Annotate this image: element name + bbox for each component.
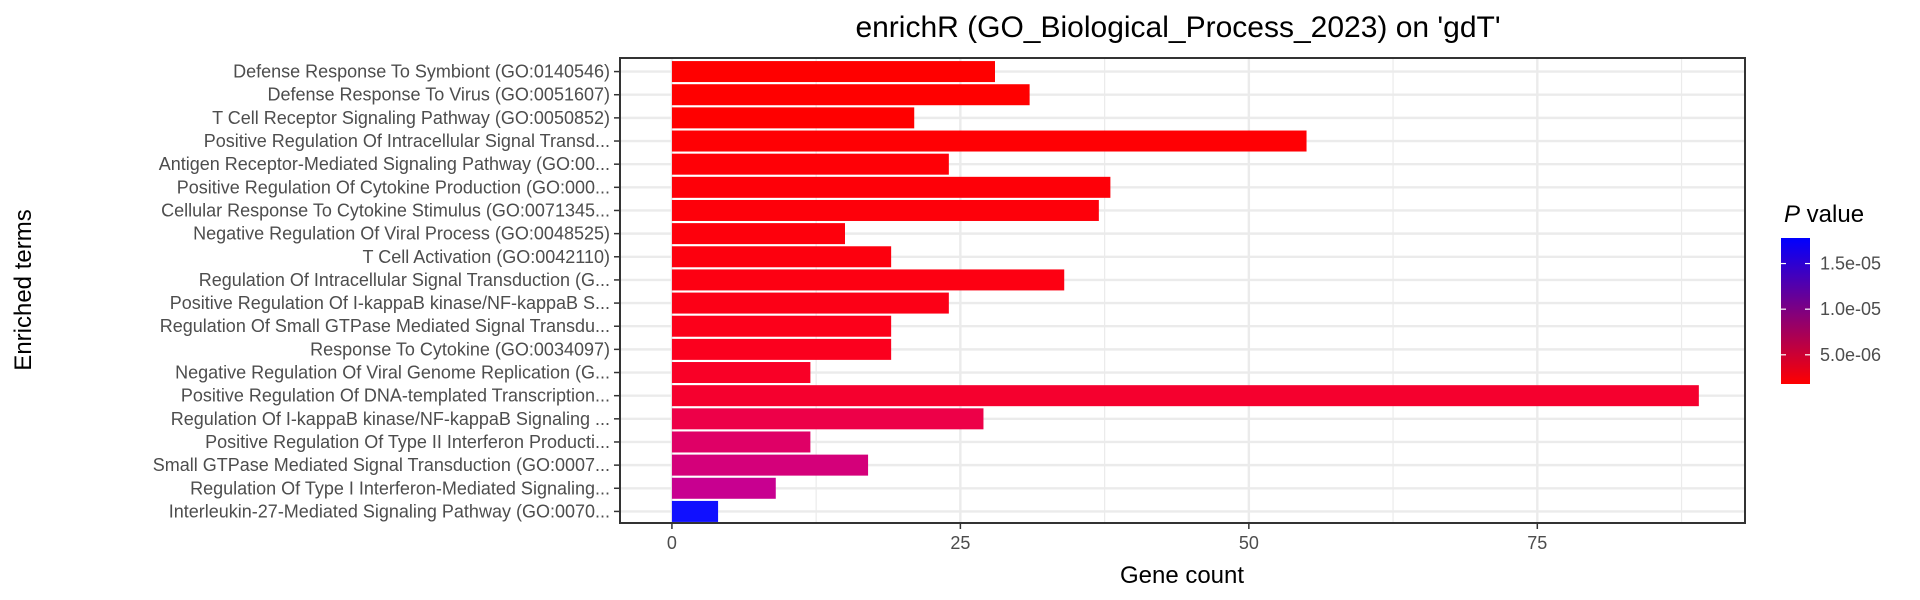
bar — [671, 454, 869, 476]
bar — [671, 199, 1099, 221]
y-axis-ticks: Defense Response To Symbiont (GO:0140546… — [153, 62, 620, 521]
y-tick-label: Regulation Of Type I Interferon-Mediated… — [190, 478, 610, 498]
bars — [671, 61, 1699, 522]
y-tick-label: Regulation Of Small GTPase Mediated Sign… — [160, 316, 610, 336]
plot-panel-border — [619, 57, 1746, 524]
x-tick-label: 0 — [667, 533, 677, 553]
legend-colorbar — [1781, 238, 1810, 384]
y-tick-label: Positive Regulation Of Intracellular Sig… — [204, 131, 610, 151]
bar — [671, 500, 719, 522]
y-tick-label: T Cell Receptor Signaling Pathway (GO:00… — [212, 108, 610, 128]
bar — [671, 107, 915, 129]
bar — [671, 477, 776, 499]
bar — [671, 408, 984, 430]
y-tick-label: Positive Regulation Of Cytokine Producti… — [177, 177, 610, 197]
y-tick-label: Defense Response To Virus (GO:0051607) — [267, 85, 610, 105]
x-axis-ticks: 0 25 50 75 — [667, 523, 1547, 553]
chart-title: enrichR (GO_Biological_Process_2023) on … — [855, 11, 1500, 44]
y-tick-label: Positive Regulation Of I-kappaB kinase/N… — [170, 293, 610, 313]
bar — [671, 61, 995, 83]
legend-title-italic: P — [1784, 201, 1800, 228]
x-tick-label: 25 — [950, 533, 970, 553]
x-axis-title: Gene count — [1120, 562, 1244, 589]
bar — [671, 292, 949, 314]
y-tick-label: Negative Regulation Of Viral Genome Repl… — [175, 363, 610, 383]
y-tick-label: Negative Regulation Of Viral Process (GO… — [193, 224, 610, 244]
legend-title-rest: value — [1800, 201, 1864, 228]
y-tick-label: Regulation Of Intracellular Signal Trans… — [199, 270, 610, 290]
bar — [671, 362, 811, 384]
legend-ticks: 1.5e-05 1.0e-05 5.0e-06 — [1781, 254, 1881, 365]
y-axis-title: Enriched terms — [10, 209, 37, 370]
y-tick-label: Regulation Of I-kappaB kinase/NF-kappaB … — [171, 409, 610, 429]
bar — [671, 246, 892, 268]
bar — [671, 431, 811, 453]
bar — [671, 153, 949, 175]
bar — [671, 223, 845, 245]
legend: P value 1.5e-05 1.0e-05 5.0e-06 — [1781, 201, 1881, 384]
bar — [671, 315, 892, 337]
bar — [671, 84, 1030, 106]
y-tick-label: Small GTPase Mediated Signal Transductio… — [153, 455, 610, 475]
y-tick-label: T Cell Activation (GO:0042110) — [363, 247, 610, 267]
bar — [671, 269, 1065, 291]
y-tick-label: Positive Regulation Of Type II Interfero… — [205, 432, 610, 452]
y-tick-label: Antigen Receptor-Mediated Signaling Path… — [159, 154, 610, 174]
y-tick-label: Response To Cytokine (GO:0034097) — [310, 339, 610, 359]
x-tick-label: 50 — [1239, 533, 1259, 553]
bar — [671, 130, 1307, 152]
bar — [671, 176, 1111, 198]
y-tick-label: Cellular Response To Cytokine Stimulus (… — [161, 200, 610, 220]
y-tick-label: Interleukin-27-Mediated Signaling Pathwa… — [169, 501, 610, 521]
legend-tick-label: 5.0e-06 — [1820, 345, 1881, 365]
y-tick-label: Positive Regulation Of DNA-templated Tra… — [181, 386, 610, 406]
y-tick-label: Defense Response To Symbiont (GO:0140546… — [233, 62, 610, 82]
legend-tick-label: 1.5e-05 — [1820, 254, 1881, 274]
bar — [671, 338, 892, 360]
legend-tick-label: 1.0e-05 — [1820, 299, 1881, 319]
bar — [671, 385, 1699, 407]
legend-title: P value — [1784, 201, 1864, 228]
x-tick-label: 75 — [1527, 533, 1547, 553]
